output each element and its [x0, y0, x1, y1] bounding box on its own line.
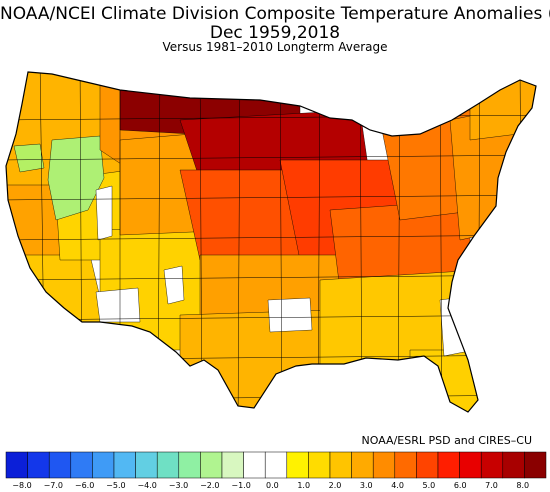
- region-white-gulf: [267, 297, 313, 333]
- legend-tick-label: 8.0: [516, 481, 529, 490]
- legend-bin: [92, 451, 115, 479]
- legend-tick-label: 5.0: [423, 481, 436, 490]
- us-outline: [5, 71, 537, 413]
- legend-bin: [48, 451, 72, 479]
- map-subtitle: Dec 1959,2018: [209, 23, 341, 43]
- region-white-arizona: [95, 287, 141, 323]
- legend-bin: [243, 451, 266, 479]
- legend-bin: [178, 451, 201, 479]
- data-credit: NOAA/ESRL PSD and CIRES–CU: [361, 434, 532, 447]
- legend-tick-label: 4.0: [391, 481, 404, 490]
- region-white-nevada-east: [95, 185, 113, 241]
- legend-bin: [524, 451, 547, 479]
- region-northern-california: [6, 184, 61, 261]
- legend-bin: [308, 451, 331, 479]
- color-legend: −8.0 −7.0 −6.0 −5.0 −4.0 −3.0 −2.0 −1.0 0.0 1.0 2.…: [5, 451, 547, 490]
- legend-bin: [437, 451, 460, 479]
- legend-bin: [480, 451, 504, 479]
- legend-tick-label: −4.0: [137, 481, 156, 490]
- legend-tick-label: −6.0: [75, 481, 94, 490]
- legend-bin: [135, 451, 158, 479]
- legend-tick-label: −7.0: [44, 481, 63, 490]
- legend-bin: [394, 451, 417, 479]
- legend-bin: [459, 451, 482, 479]
- legend-bin: [286, 451, 309, 479]
- legend-bin: [221, 451, 244, 479]
- region-white-new-mexico: [163, 265, 185, 305]
- legend-tick-label: 7.0: [485, 481, 498, 490]
- division-boundaries: [6, 72, 536, 412]
- legend-tick-label: −8.0: [12, 481, 31, 490]
- region-anomaly-lime-west: [13, 143, 45, 173]
- legend-bin: [416, 451, 439, 479]
- legend-tick-label: −3.0: [169, 481, 188, 490]
- legend-tick-label: 6.0: [454, 481, 467, 490]
- legend-bin: [329, 451, 352, 479]
- region-new-england: [469, 72, 536, 141]
- legend-bin: [351, 451, 374, 479]
- legend-bin: [200, 451, 223, 479]
- legend-bin: [27, 451, 50, 479]
- region-white-florida: [439, 295, 475, 357]
- legend-bin: [372, 451, 396, 479]
- legend-bin: [113, 451, 136, 479]
- legend-tick-label: −5.0: [106, 481, 125, 490]
- legend-tick-label: 3.0: [360, 481, 373, 490]
- map-title: NOAA/NCEI Climate Division Composite Tem…: [0, 4, 550, 24]
- legend-bin: [70, 451, 93, 479]
- legend-tick-label: −2.0: [200, 481, 219, 490]
- legend-tick-label: 0.0: [266, 481, 279, 490]
- legend-tick-label: 1.0: [297, 481, 310, 490]
- region-florida: [409, 349, 481, 412]
- legend-bin: [156, 451, 180, 479]
- legend-bin: [502, 451, 525, 479]
- legend-bin: [5, 451, 28, 479]
- map-baseline-note: Versus 1981–2010 Longterm Average: [162, 40, 388, 54]
- us-anomaly-map: [5, 71, 537, 413]
- legend-bin: [264, 451, 288, 479]
- legend-tick-label: −1.0: [231, 481, 250, 490]
- legend-tick-label: 2.0: [329, 481, 342, 490]
